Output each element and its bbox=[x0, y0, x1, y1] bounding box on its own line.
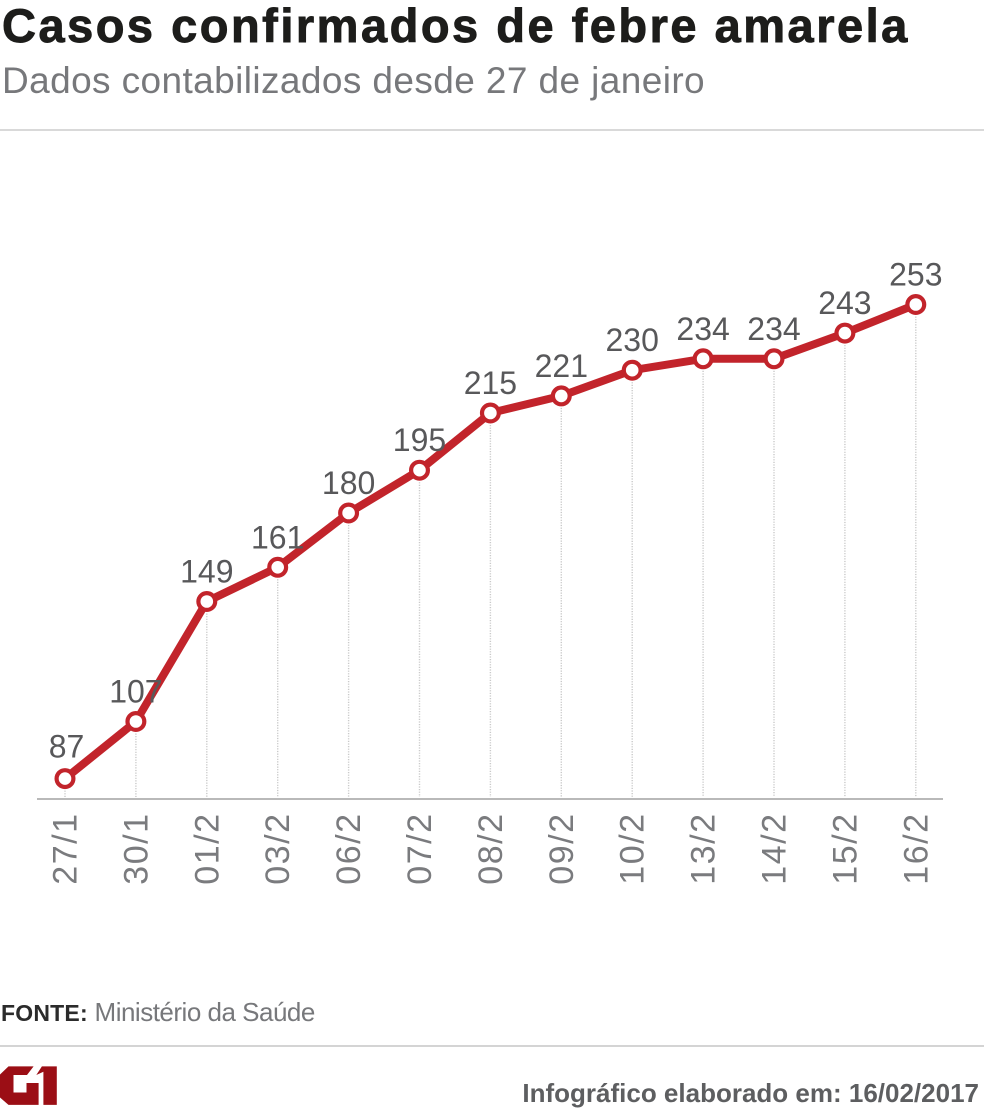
svg-text:253: 253 bbox=[889, 257, 942, 293]
svg-text:243: 243 bbox=[818, 285, 871, 321]
svg-text:06/2: 06/2 bbox=[330, 813, 368, 885]
svg-text:30/1: 30/1 bbox=[117, 813, 155, 885]
svg-text:230: 230 bbox=[606, 322, 659, 358]
svg-text:16/2: 16/2 bbox=[897, 813, 935, 885]
svg-text:215: 215 bbox=[464, 365, 517, 401]
svg-text:15/2: 15/2 bbox=[826, 813, 864, 885]
svg-text:234: 234 bbox=[676, 311, 729, 347]
svg-text:149: 149 bbox=[180, 554, 233, 590]
svg-text:107: 107 bbox=[109, 674, 162, 710]
svg-text:234: 234 bbox=[747, 311, 800, 347]
svg-text:195: 195 bbox=[393, 422, 446, 458]
svg-text:27/1: 27/1 bbox=[47, 813, 85, 885]
svg-text:13/2: 13/2 bbox=[685, 813, 723, 885]
svg-text:01/2: 01/2 bbox=[188, 813, 226, 885]
svg-text:14/2: 14/2 bbox=[756, 813, 794, 885]
svg-text:180: 180 bbox=[322, 465, 375, 501]
svg-text:10/2: 10/2 bbox=[614, 813, 652, 885]
svg-text:09/2: 09/2 bbox=[543, 813, 581, 885]
svg-text:87: 87 bbox=[49, 729, 85, 765]
svg-text:08/2: 08/2 bbox=[472, 813, 510, 885]
svg-text:03/2: 03/2 bbox=[259, 813, 297, 885]
svg-text:161: 161 bbox=[251, 519, 304, 555]
svg-text:221: 221 bbox=[535, 348, 588, 384]
svg-text:07/2: 07/2 bbox=[401, 813, 439, 885]
